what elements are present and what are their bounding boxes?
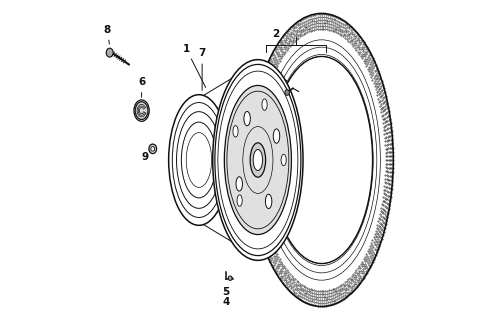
Text: 1: 1 (183, 44, 206, 87)
Ellipse shape (228, 276, 232, 280)
Ellipse shape (236, 177, 242, 191)
Ellipse shape (233, 125, 238, 137)
Ellipse shape (244, 111, 250, 126)
Ellipse shape (250, 143, 266, 177)
Text: 3: 3 (269, 68, 287, 81)
Ellipse shape (106, 48, 113, 57)
Text: 4: 4 (222, 297, 230, 307)
Ellipse shape (135, 102, 148, 120)
Ellipse shape (224, 85, 291, 235)
Text: 8: 8 (104, 25, 111, 44)
Ellipse shape (262, 99, 267, 110)
Text: 2: 2 (272, 29, 279, 39)
Ellipse shape (237, 195, 242, 206)
Text: 7: 7 (198, 48, 206, 90)
Ellipse shape (266, 194, 272, 209)
Ellipse shape (273, 129, 280, 143)
Ellipse shape (149, 144, 156, 154)
Ellipse shape (169, 95, 229, 225)
Ellipse shape (271, 56, 373, 264)
Ellipse shape (253, 149, 263, 171)
Ellipse shape (281, 154, 286, 166)
Text: 9: 9 (141, 149, 151, 162)
Ellipse shape (151, 147, 154, 151)
Ellipse shape (250, 13, 393, 307)
Ellipse shape (134, 100, 149, 121)
Text: 5: 5 (222, 287, 230, 297)
Ellipse shape (285, 90, 289, 95)
Text: 6: 6 (138, 77, 145, 97)
Ellipse shape (213, 60, 303, 260)
